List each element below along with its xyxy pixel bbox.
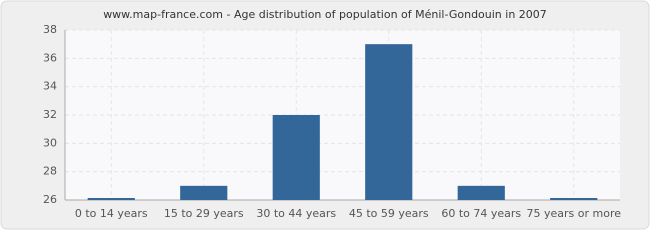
bar (180, 185, 228, 200)
page: www.map-france.com - Age distribution of… (0, 0, 650, 230)
y-tick-label: 36 (43, 51, 57, 64)
bar (272, 115, 320, 200)
bar (87, 198, 135, 200)
chart-title: www.map-france.com - Age distribution of… (103, 8, 547, 21)
y-tick-label: 38 (43, 23, 57, 36)
y-tick-label: 32 (43, 108, 57, 121)
x-tick-label: 30 to 44 years (256, 207, 336, 220)
bar (365, 44, 413, 200)
y-tick-label: 28 (43, 165, 57, 178)
chart: www.map-france.com - Age distribution of… (0, 0, 650, 230)
x-tick-label: 75 years or more (526, 207, 621, 220)
y-tick-label: 30 (43, 136, 57, 149)
bar (457, 185, 505, 200)
x-tick-label: 60 to 74 years (441, 207, 521, 220)
y-tick-label: 26 (43, 193, 57, 206)
x-tick-label: 45 to 59 years (349, 207, 429, 220)
x-tick-label: 0 to 14 years (75, 207, 148, 220)
x-tick-label: 15 to 29 years (164, 207, 244, 220)
bar (550, 198, 598, 200)
y-tick-label: 34 (43, 80, 57, 93)
